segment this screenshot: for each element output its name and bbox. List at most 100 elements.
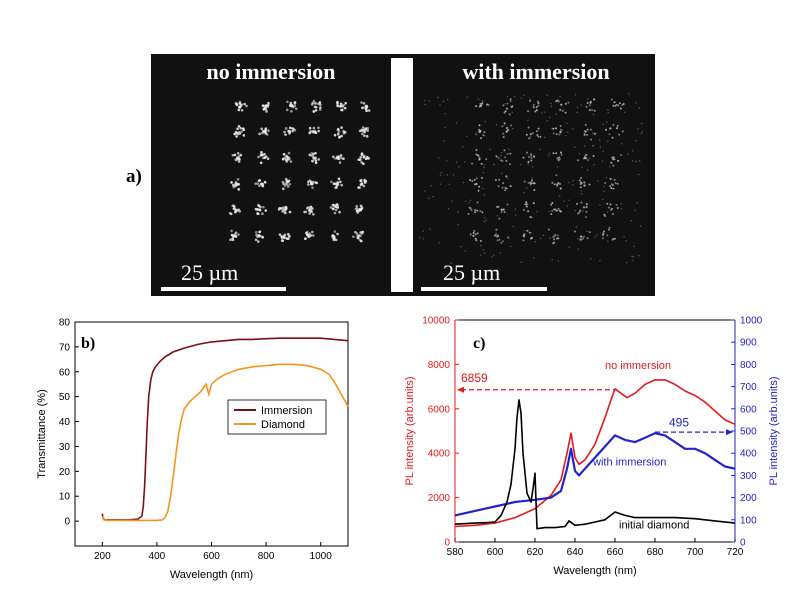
spot-dot	[360, 153, 363, 156]
noise-dot	[482, 187, 484, 190]
spot-dot	[288, 183, 292, 186]
spot-dot	[526, 203, 529, 206]
noise-dot	[440, 171, 442, 174]
y-tick-label: 30	[59, 442, 71, 453]
noise-dot	[631, 160, 634, 162]
spot-dot	[529, 183, 532, 186]
spot-dot	[588, 108, 591, 111]
spot-dot	[526, 151, 529, 154]
noise-dot	[432, 195, 434, 198]
y-tick-label: 50	[59, 392, 71, 403]
spot-dot	[547, 228, 550, 231]
spot-dot	[360, 128, 364, 132]
spot-dot	[336, 232, 339, 236]
noise-dot	[492, 254, 495, 257]
spot-dot	[552, 127, 555, 130]
left-spot-grid	[228, 99, 371, 243]
noise-dot	[624, 111, 626, 114]
x-tick-label: 620	[527, 547, 544, 558]
noise-dot	[506, 235, 509, 238]
spot-dot	[530, 157, 533, 160]
noise-dot	[531, 165, 534, 168]
spot-dot	[480, 137, 483, 140]
noise-dot	[485, 219, 488, 221]
noise-dot	[593, 235, 596, 238]
noise-dot	[511, 106, 514, 108]
spot-dot	[532, 104, 535, 107]
noise-dot	[495, 124, 498, 126]
spot-dot	[256, 182, 260, 185]
spot-dot	[289, 101, 293, 105]
noise-dot	[540, 112, 543, 114]
noise-dot	[639, 225, 642, 227]
noise-dot	[580, 104, 582, 106]
spot-dot	[474, 209, 477, 212]
spot-dot	[283, 130, 286, 134]
noise-dot	[437, 96, 439, 99]
spot-dot	[339, 156, 343, 160]
spot-dot	[237, 155, 241, 158]
spot-dot	[337, 177, 341, 181]
pl-intensity-chart: 580 600 620 640 660 680 700 7200200040006000800…	[404, 316, 780, 578]
right-y-tick-label: 600	[740, 404, 757, 415]
spot-dot	[293, 128, 297, 132]
spot-dot	[589, 128, 592, 131]
series-no-immersion	[454, 379, 736, 528]
spot-dot	[479, 130, 482, 133]
noise-dot	[500, 151, 503, 154]
spot-dot	[621, 104, 624, 107]
spot-dot	[344, 101, 348, 105]
spot-dot	[293, 104, 297, 108]
spot-dot	[334, 208, 338, 212]
noise-dot	[595, 132, 597, 135]
spot-dot	[611, 213, 614, 216]
noise-dot	[529, 98, 532, 100]
spot-dot	[535, 106, 538, 109]
spot-dot	[617, 104, 620, 107]
spot-dot	[586, 128, 589, 131]
spot-dot	[586, 101, 589, 104]
spot-dot	[552, 152, 555, 155]
noise-dot	[593, 163, 595, 166]
spot-dot	[314, 151, 317, 155]
spot-dot	[494, 179, 497, 182]
spot-dot	[363, 179, 367, 183]
noise-dot	[572, 128, 574, 130]
spot-dot	[551, 210, 554, 213]
noise-dot	[442, 100, 445, 103]
annotation-initial-diamond: initial diamond	[619, 520, 689, 532]
spot-dot	[312, 110, 316, 113]
spot-dot	[361, 126, 365, 129]
spot-dot	[582, 157, 585, 160]
spot-dot	[523, 235, 526, 238]
noise-dot	[607, 108, 609, 111]
legend-box	[227, 399, 327, 435]
spot-dot	[236, 178, 240, 181]
noise-dot	[445, 160, 448, 162]
right-y-tick-label: 100	[740, 515, 757, 526]
spot-dot	[308, 212, 311, 215]
x-tick-label: 700	[687, 547, 704, 558]
spot-dot	[360, 161, 363, 164]
spot-dot	[573, 230, 576, 233]
noise-dot	[549, 237, 551, 240]
spot-dot	[533, 182, 536, 185]
spot-dot	[237, 124, 241, 128]
spot-dot	[474, 237, 477, 240]
noise-dot	[574, 209, 577, 212]
spot-dot	[258, 230, 262, 233]
spot-dot	[284, 236, 287, 239]
noise-dot	[511, 111, 513, 114]
spot-dot	[615, 127, 618, 130]
spot-dot	[496, 239, 499, 242]
noise-dot	[500, 154, 502, 157]
spot-dot	[306, 206, 309, 210]
spot-dot	[528, 156, 531, 159]
spot-dot	[476, 154, 479, 157]
spot-dot	[255, 233, 258, 237]
spot-dot	[314, 102, 317, 105]
noise-dot	[559, 128, 562, 130]
noise-dot	[631, 149, 634, 152]
spot-dot	[312, 180, 315, 184]
left-y-tick-label: 0	[444, 538, 450, 549]
